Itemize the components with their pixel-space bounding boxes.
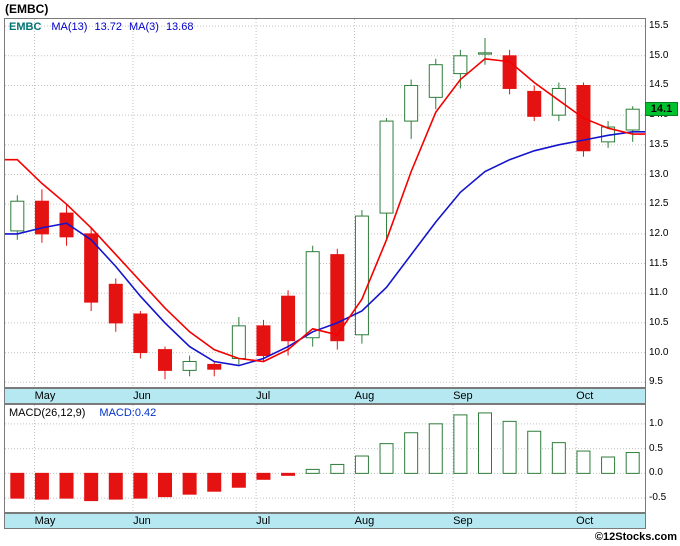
legend-ma13-value: 13.72 (94, 21, 122, 33)
legend-ma3-value: 13.68 (165, 21, 194, 33)
price-legend: EMBC MA(13) 13.72 MA(3) 13.68 (9, 21, 200, 33)
macd-histogram (10, 412, 640, 502)
month-label: Sep (453, 390, 473, 402)
candlestick-series (10, 37, 640, 380)
price-chart-canvas (5, 19, 645, 387)
macd-chart-canvas (5, 405, 645, 512)
month-label: Jun (133, 515, 151, 527)
macd-chart-panel: MACD(26,12,9) MACD:0.42 (4, 404, 646, 513)
price-axis-tick: 15.0 (649, 49, 669, 61)
month-label: May (34, 515, 56, 527)
price-axis-tick: 11.5 (649, 257, 668, 269)
ma-line-ma13 (5, 131, 645, 367)
price-axis-tick: 11.0 (649, 287, 668, 299)
price-chart-panel: EMBC MA(13) 13.72 MA(3) 13.68 (4, 18, 646, 388)
month-label: Oct (576, 390, 594, 402)
macd-grid (5, 405, 645, 512)
price-axis-tick: 13.5 (649, 138, 669, 150)
month-axis-top: May Jun Jul Aug Sep Oct (4, 388, 646, 404)
macd-params-label: MACD(26,12,9) (9, 407, 86, 419)
price-axis-tick: 15.5 (649, 20, 669, 32)
month-axis-bottom: May Jun Jul Aug Sep Oct (4, 513, 646, 529)
legend-symbol: EMBC (9, 21, 42, 33)
macd-axis-tick: -0.5 (649, 492, 667, 504)
macd-value-label: MACD:0.42 (99, 407, 157, 419)
price-axis-tick: 9.5 (649, 376, 663, 388)
price-axis-tick: 12.5 (649, 198, 669, 210)
price-axis-tick: 14.5 (649, 79, 669, 91)
month-label: Jun (133, 390, 151, 402)
macd-axis-tick: 1.0 (649, 417, 663, 429)
month-label: Aug (354, 515, 375, 527)
month-label: May (34, 390, 56, 402)
price-axis-tick: 10.5 (649, 316, 669, 328)
price-axis-tick: 12.0 (649, 227, 669, 239)
macd-legend: MACD(26,12,9) MACD:0.42 (9, 407, 156, 419)
month-label: Oct (576, 515, 594, 527)
month-label: Jul (256, 515, 271, 527)
month-label: Sep (453, 515, 473, 527)
last-price-badge: 14.1 (645, 102, 678, 117)
watermark-link[interactable]: ©12Stocks.com (594, 531, 677, 543)
legend-ma13-label: MA(13) (51, 21, 88, 33)
legend-ma3-label: MA(3) (128, 21, 159, 33)
symbol-title: (EMBC) (5, 2, 49, 16)
ma-line-ma3 (5, 57, 645, 363)
price-axis-tick: 10.0 (649, 346, 669, 358)
macd-axis-tick: 0.5 (649, 442, 663, 454)
month-label: Aug (354, 390, 375, 402)
macd-axis-tick: 0.0 (649, 467, 663, 479)
month-label: Jul (256, 390, 271, 402)
price-axis-tick: 13.0 (649, 168, 669, 180)
price-grid (5, 19, 645, 387)
